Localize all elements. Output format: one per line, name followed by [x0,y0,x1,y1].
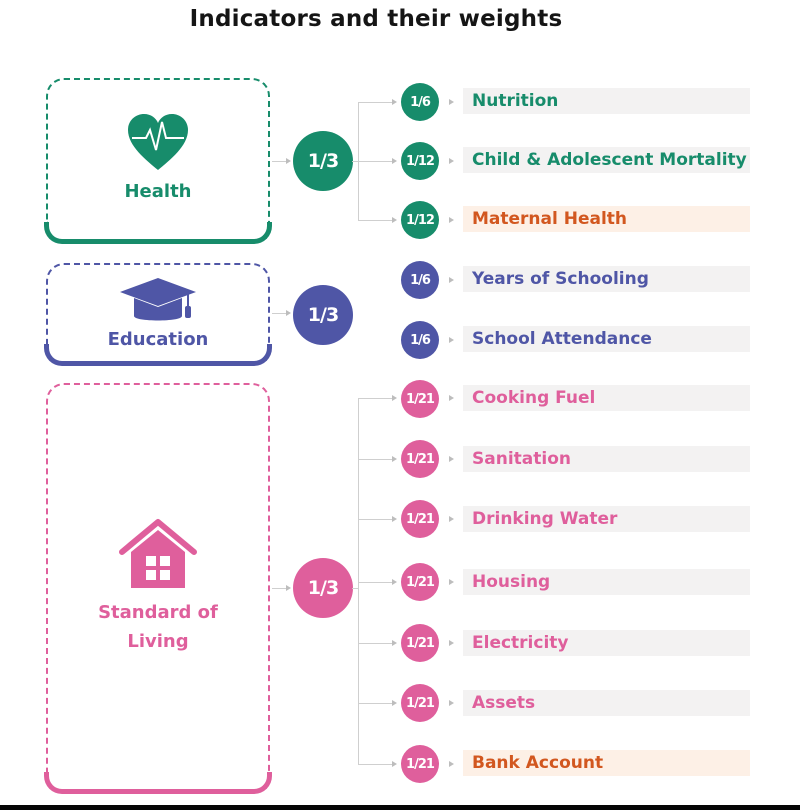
living-dimension-box [46,383,270,773]
living-weight-badge: 1/3 [293,558,353,618]
living-dimension-label-line1: Standard of [98,602,218,623]
indicator-housing: Housing [463,569,750,595]
graduation-cap-icon [120,278,196,321]
education-dimension-base [44,344,272,366]
arrow-icon [392,761,397,767]
branch-stub [358,764,394,765]
arrow-icon [286,310,291,316]
arrow-icon [392,217,397,223]
indicator-weight-badge: 1/21 [401,500,439,538]
branch-stub [358,459,394,460]
arrow-icon [449,516,454,522]
arrow-icon [449,217,454,223]
connector-line [272,161,288,162]
branch-line [352,161,359,162]
health-dimension-box [46,78,270,224]
indicator-weight-badge: 1/12 [401,201,439,239]
branch-line [358,398,359,765]
branch-stub [358,102,394,103]
education-dimension-box [46,263,270,345]
indicator-weight-badge: 1/21 [401,380,439,418]
connector-line [272,313,288,314]
indicator-weight-badge: 1/6 [401,83,439,121]
health-weight-badge: 1/3 [293,131,353,191]
indicator-weight-badge: 1/6 [401,321,439,359]
arrow-icon [286,158,291,164]
indicator-assets: Assets [463,690,750,716]
branch-stub [358,643,394,644]
indicator-nutrition: Nutrition [463,88,750,114]
indicator-weight-badge: 1/21 [401,684,439,722]
arrow-icon [392,99,397,105]
arrow-icon [392,700,397,706]
branch-stub [358,519,394,520]
arrow-icon [392,579,397,585]
arrow-icon [392,395,397,401]
branch-stub [358,582,394,583]
bottom-edge-bar [0,805,800,810]
arrow-icon [449,158,454,164]
arrow-icon [392,516,397,522]
indicator-sanitation: Sanitation [463,446,750,472]
arrow-icon [449,456,454,462]
indicator-maternal-health: Maternal Health [463,206,750,232]
connector-line [272,588,288,589]
house-icon [119,519,197,588]
indicator-drinking-water: Drinking Water [463,506,750,532]
branch-stub [358,220,394,221]
arrow-icon [286,585,291,591]
heart-pulse-icon [128,114,188,170]
indicator-weight-badge: 1/21 [401,624,439,662]
indicator-years-of-schooling: Years of Schooling [463,266,750,292]
living-dimension-base [44,772,272,794]
arrow-icon [392,640,397,646]
arrow-icon [449,640,454,646]
education-dimension-label: Education [107,329,209,350]
health-dimension-base [44,222,272,244]
branch-stub [358,161,394,162]
indicator-weight-badge: 1/21 [401,440,439,478]
indicator-weight-badge: 1/12 [401,142,439,180]
arrow-icon [449,277,454,283]
arrow-icon [449,99,454,105]
branch-line [352,588,359,589]
arrow-icon [392,456,397,462]
arrow-icon [449,761,454,767]
living-dimension-label-line2: Living [127,631,189,652]
branch-stub [358,398,394,399]
indicator-bank-account: Bank Account [463,750,750,776]
arrow-icon [392,158,397,164]
indicator-electricity: Electricity [463,630,750,656]
indicator-weight-badge: 1/21 [401,745,439,783]
indicator-cooking-fuel: Cooking Fuel [463,385,750,411]
arrow-icon [449,579,454,585]
diagram-title: Indicators and their weights [189,6,563,32]
health-dimension-label: Health [124,181,192,202]
arrow-icon [449,700,454,706]
arrow-icon [449,395,454,401]
indicator-child-mortality: Child & Adolescent Mortality [463,147,750,173]
branch-stub [358,703,394,704]
indicator-school-attendance: School Attendance [463,326,750,352]
indicator-weight-badge: 1/21 [401,563,439,601]
education-weight-badge: 1/3 [293,285,353,345]
indicator-weight-badge: 1/6 [401,261,439,299]
arrow-icon [449,337,454,343]
